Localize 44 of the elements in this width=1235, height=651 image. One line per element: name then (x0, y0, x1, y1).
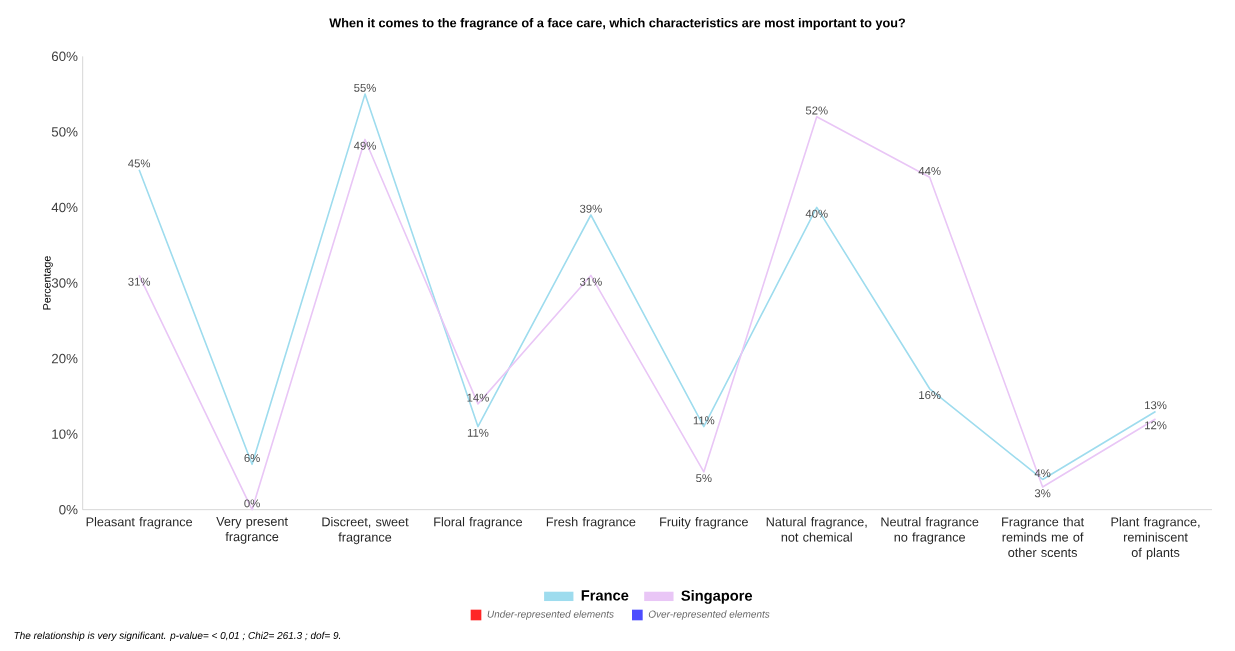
chart-title: When it comes to the fragrance of a face care, which characteristics are most important to you? (329, 18, 905, 30)
data-label: 0% (244, 499, 260, 508)
data-label: 11% (693, 416, 715, 425)
data-label: 4% (1034, 469, 1051, 478)
data-label: 44% (918, 167, 941, 175)
legend-label: France (581, 590, 629, 601)
data-label: 52% (805, 106, 828, 115)
x-tick-label: Natural fragrance, not chemical (766, 517, 867, 542)
data-label: 40% (805, 209, 828, 218)
data-label: 55% (354, 83, 376, 92)
x-tick-label: Fresh fragrance (546, 517, 636, 529)
y-tick-label: 50% (51, 127, 78, 137)
data-label: 5% (696, 474, 712, 483)
legend-label: Singapore (681, 590, 753, 604)
data-label: 49% (353, 141, 376, 150)
x-tick-label: Fragrance that reminds me of other scents (1002, 517, 1085, 558)
y-tick-label: 40% (51, 202, 78, 213)
data-label: 3% (1034, 489, 1051, 498)
x-tick-label: Neutral fragrance no fragrance (881, 517, 979, 545)
x-tick-label: Plant fragrance, reminiscent of plants (1111, 517, 1200, 560)
data-label: 11% (467, 428, 489, 437)
x-tick-label: Fruity fragrance (660, 517, 748, 529)
data-label: 13% (1145, 401, 1167, 410)
x-tick-label: Floral fragrance (434, 517, 523, 529)
data-label: 14% (467, 393, 489, 402)
y-tick-label: 60% (51, 51, 78, 62)
y-axis-title: Percentage (43, 256, 53, 310)
data-label: 45% (128, 159, 151, 168)
x-tick-label: Pleasant fragrance (86, 517, 193, 529)
data-label: 6% (244, 454, 260, 463)
text: Under-represented elements (487, 610, 614, 620)
y-tick-label: 0% (59, 504, 78, 515)
x-tick-label: Very present fragrance (216, 517, 288, 544)
data-label: 16% (919, 391, 941, 400)
y-tick-label: 30% (51, 278, 78, 288)
y-tick-label: 10% (52, 429, 78, 439)
data-label: 12% (1145, 421, 1167, 430)
text: The relationship is very significant. p-value= < 0,01 ; Chi2= 261.3 ; dof= 9. (14, 631, 341, 641)
y-tick-label: 20% (51, 353, 78, 364)
data-label: 31% (128, 277, 151, 286)
data-label: 31% (579, 277, 602, 286)
text: Over-represented elements (648, 610, 770, 620)
x-tick-label: Discreet, sweet fragrance (322, 517, 409, 545)
data-label: 39% (579, 204, 602, 213)
